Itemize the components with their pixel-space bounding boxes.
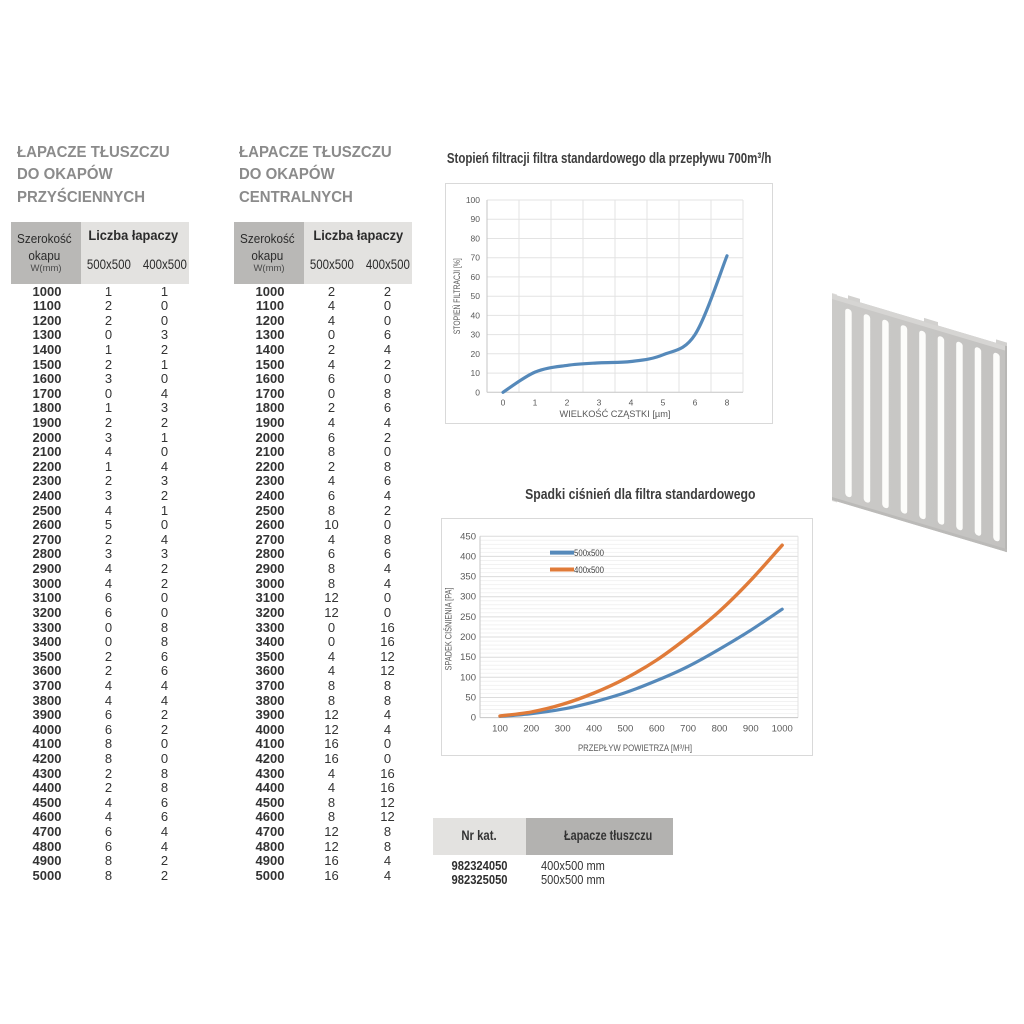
svg-text:0: 0 — [471, 713, 476, 724]
svg-text:400: 400 — [460, 551, 476, 562]
svg-text:40: 40 — [471, 310, 481, 320]
svg-text:80: 80 — [471, 234, 481, 244]
svg-text:8: 8 — [725, 397, 730, 407]
svg-text:500: 500 — [617, 724, 633, 735]
svg-text:200: 200 — [460, 632, 476, 643]
svg-text:STOPIEŃ FILTRACJI [%]: STOPIEŃ FILTRACJI [%] — [452, 258, 463, 334]
svg-text:10: 10 — [471, 368, 481, 378]
svg-text:30: 30 — [471, 330, 481, 340]
svg-text:900: 900 — [743, 724, 759, 735]
svg-text:PRZEPŁYW POWIETRZA [M³/H]: PRZEPŁYW POWIETRZA [M³/H] — [578, 743, 692, 754]
svg-text:1: 1 — [533, 397, 538, 407]
svg-text:60: 60 — [471, 272, 481, 282]
svg-text:800: 800 — [712, 724, 728, 735]
svg-text:90: 90 — [471, 214, 481, 224]
svg-text:500x500: 500x500 — [574, 548, 604, 559]
svg-text:20: 20 — [471, 349, 481, 359]
svg-text:100: 100 — [460, 672, 476, 683]
svg-text:700: 700 — [680, 724, 696, 735]
svg-text:50: 50 — [465, 693, 476, 704]
svg-text:0: 0 — [475, 387, 480, 397]
svg-text:3: 3 — [597, 397, 602, 407]
svg-text:2: 2 — [565, 397, 570, 407]
svg-text:5: 5 — [661, 397, 666, 407]
svg-text:400x500: 400x500 — [574, 565, 604, 576]
svg-text:WIELKOŚĆ CZĄSTKI [µm]: WIELKOŚĆ CZĄSTKI [µm] — [560, 408, 671, 420]
svg-text:100: 100 — [466, 195, 480, 205]
svg-text:300: 300 — [460, 592, 476, 603]
svg-text:SPADEK CIŚNIENIA [PA]: SPADEK CIŚNIENIA [PA] — [443, 588, 455, 671]
svg-text:400: 400 — [586, 724, 602, 735]
svg-text:1000: 1000 — [772, 724, 793, 735]
svg-text:350: 350 — [460, 572, 476, 583]
svg-text:6: 6 — [693, 397, 698, 407]
svg-text:100: 100 — [492, 724, 508, 735]
svg-text:0: 0 — [501, 397, 506, 407]
svg-text:50: 50 — [471, 291, 481, 301]
svg-text:450: 450 — [460, 531, 476, 542]
svg-text:300: 300 — [555, 724, 571, 735]
svg-text:250: 250 — [460, 612, 476, 623]
svg-text:200: 200 — [523, 724, 539, 735]
svg-text:600: 600 — [649, 724, 665, 735]
svg-text:70: 70 — [471, 253, 481, 263]
svg-text:4: 4 — [629, 397, 634, 407]
svg-text:150: 150 — [460, 652, 476, 663]
